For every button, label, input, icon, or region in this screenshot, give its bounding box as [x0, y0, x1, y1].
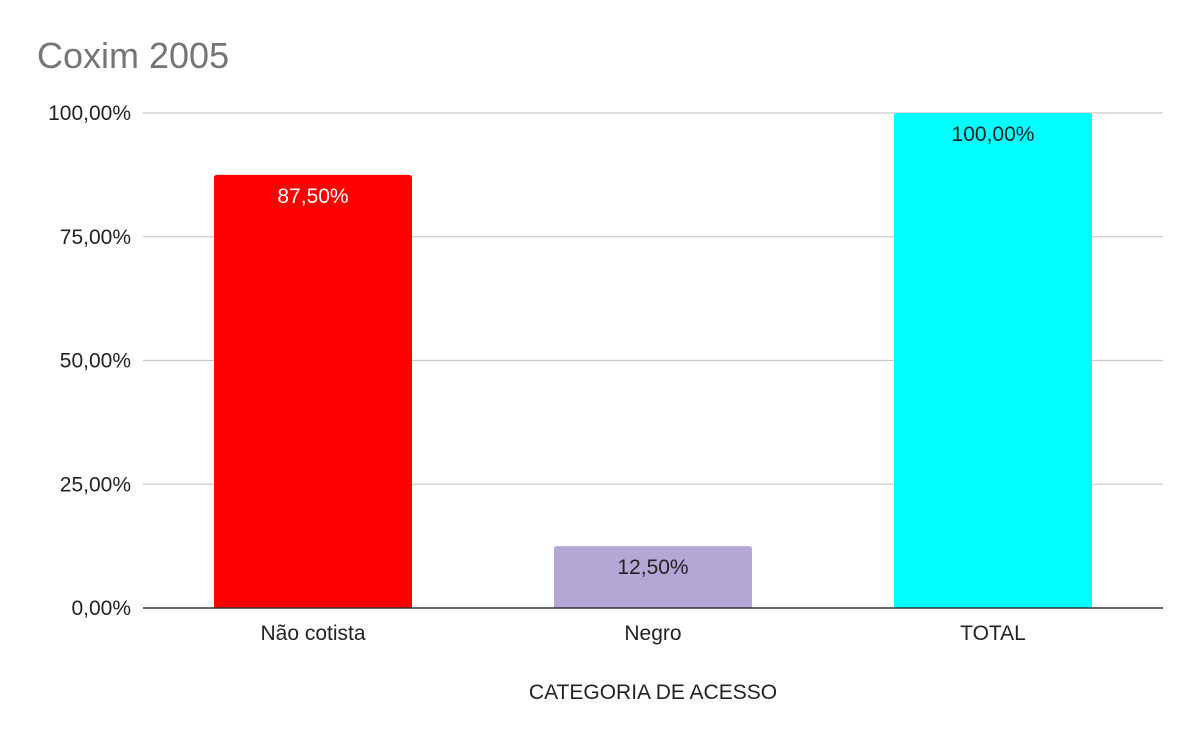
- x-category-label: TOTAL: [960, 622, 1026, 645]
- bar: [214, 174, 412, 608]
- y-tick-label: 50,00%: [60, 350, 131, 373]
- x-category-label: Negro: [624, 622, 681, 645]
- x-axis-title: CATEGORIA DE ACESSO: [529, 681, 777, 704]
- bar: [554, 546, 752, 608]
- x-axis-category-labels: Não cotista Negro TOTAL: [260, 622, 1025, 645]
- y-tick-label: 0,00%: [71, 597, 131, 620]
- x-category-label: Não cotista: [260, 622, 365, 645]
- chart-title: Coxim 2005: [37, 35, 229, 76]
- data-label: 87,50%: [277, 185, 348, 208]
- data-label: 100,00%: [952, 123, 1035, 146]
- y-tick-label: 75,00%: [60, 226, 131, 249]
- data-labels: 87,50% 12,50% 100,00%: [277, 123, 1034, 579]
- y-axis-tick-labels: 0,00% 25,00% 50,00% 75,00% 100,00%: [48, 102, 131, 620]
- data-label: 12,50%: [617, 556, 688, 579]
- y-tick-label: 25,00%: [60, 473, 131, 496]
- y-tick-label: 100,00%: [48, 102, 131, 125]
- bar: [894, 113, 1092, 608]
- bars: [214, 113, 1092, 608]
